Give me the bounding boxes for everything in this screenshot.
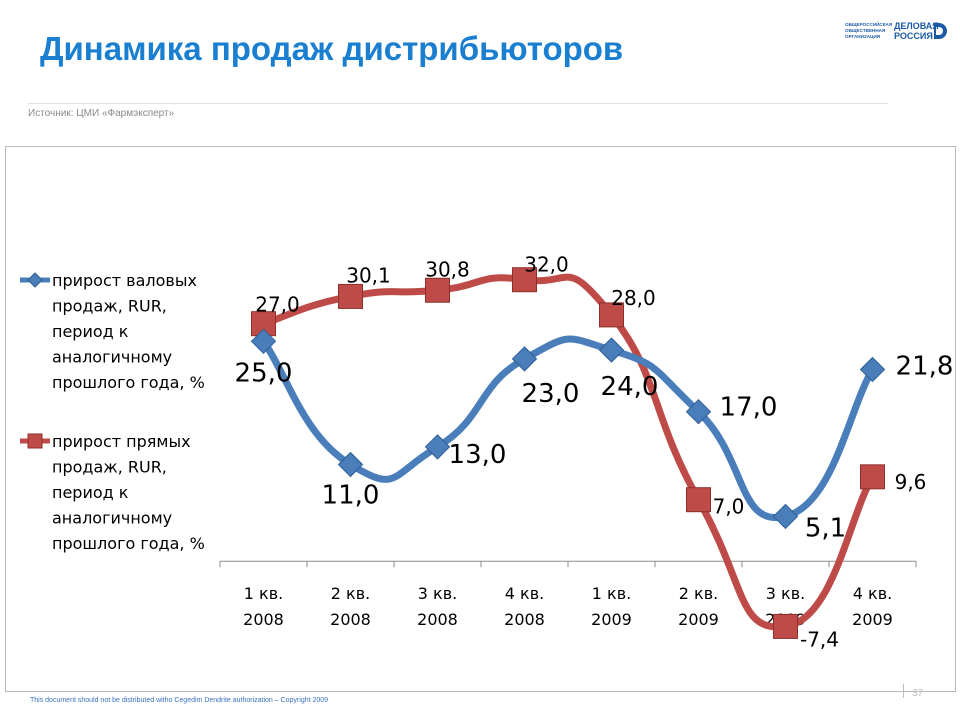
marker-direct-sales [338,283,363,309]
delovaya-rossiya-logo: ОБЩЕРОССИЙСКАЯ ОБЩЕСТВЕННАЯ ОРГАНИЗАЦИЯ … [845,20,947,41]
page-number-divider [903,684,904,698]
marker-gross-sales [337,451,364,478]
x-tick-label: 2008 [504,610,545,629]
logo-brand-line-1: ДЕЛОВАЯ [894,21,939,31]
marker-gross-sales [511,346,538,372]
legend-label: продаж, RUR, [52,458,167,477]
x-tick-label: 2009 [591,610,632,629]
x-tick-label: 2 кв. [679,584,718,603]
series-line-direct-sales [260,273,876,631]
x-tick-label: 3 кв. [418,584,457,603]
marker-direct-sales [860,464,885,490]
logo-small-line-3: ОРГАНИЗАЦИЯ [845,34,880,39]
marker-direct-sales [599,302,624,328]
data-label-gross-sales: 25,0 [235,358,293,388]
marker-gross-sales [685,398,712,425]
marker-gross-sales [250,328,277,355]
data-label-direct-sales: 30,8 [425,257,470,281]
x-tick-label: 1 кв. [244,584,283,603]
source-note: Источник: ЦМИ «Фармэксперт» [28,108,175,119]
data-label-gross-sales: 24,0 [601,372,659,402]
data-label-direct-sales: 32,0 [524,253,569,277]
x-tick-label: 2009 [678,610,719,629]
data-label-gross-sales: 17,0 [720,393,778,423]
marker-gross-sales [598,337,625,363]
x-tick-label: 1 кв. [592,584,631,603]
footer-disclaimer: This document should not be distributed … [30,697,329,704]
legend-label: прирост прямых [52,432,191,451]
legend-label: продаж, RUR, [52,297,167,316]
logo-emblem [934,23,947,39]
marker-direct-sales [773,613,798,639]
marker-gross-sales [424,434,451,460]
legend-label: период к [52,322,129,341]
data-label-gross-sales: 11,0 [322,481,380,511]
data-label-direct-sales: 9,6 [895,470,927,494]
legend-label: прошлого года, % [52,534,205,553]
x-tick-label: 4 кв. [853,584,892,603]
title-divider [28,103,888,104]
page-number: 37 [912,688,924,699]
logo-small-line-2: ОБЩЕСТВЕННАЯ [845,28,885,33]
data-label-gross-sales: 5,1 [805,513,846,543]
legend-label: аналогичному [52,509,172,528]
data-label-gross-sales: 23,0 [522,379,580,409]
x-tick-label: 2 кв. [331,584,370,603]
chart-frame [5,146,956,692]
legend-label: прошлого года, % [52,373,205,392]
legend-marker-square [27,433,43,449]
data-label-direct-sales: -7,4 [800,627,839,651]
legend-marker-diamond [27,272,43,288]
data-label-direct-sales: 7,0 [713,495,745,519]
marker-direct-sales [686,487,711,513]
marker-gross-sales [772,503,799,530]
logo-small-line-1: ОБЩЕРОССИЙСКАЯ [845,20,892,27]
page-title: Динамика продаж дистрибьюторов [40,30,624,67]
data-label-direct-sales: 30,1 [346,263,391,287]
x-tick-label: 2008 [243,610,284,629]
data-label-gross-sales: 21,8 [896,351,954,381]
x-tick-label: 3 кв. [766,584,805,603]
marker-direct-sales [425,277,450,303]
marker-gross-sales [859,356,886,383]
marker-direct-sales [512,267,537,293]
x-tick-label: 2008 [330,610,371,629]
data-label-gross-sales: 13,0 [449,440,507,470]
logo-brand-line-2: РОССИЯ [894,31,933,41]
legend-label: период к [52,483,129,502]
x-tick-label: 2008 [417,610,458,629]
data-label-direct-sales: 28,0 [611,286,656,310]
data-label-direct-sales: 27,0 [255,293,300,317]
x-tick-label: 4 кв. [505,584,544,603]
legend-label: аналогичному [52,348,172,367]
x-tick-label: 2009 [852,610,893,629]
legend-label: прирост валовых [52,271,197,290]
